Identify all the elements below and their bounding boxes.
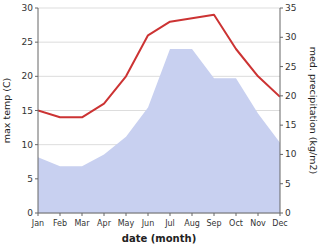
x-tick-label: Sep: [206, 219, 221, 228]
x-axis-label: date (month): [122, 233, 196, 244]
y-axis-label: max temp (C): [1, 78, 12, 144]
x-tick: [38, 213, 39, 216]
y-tick: [35, 42, 38, 43]
y2-tick: [280, 154, 283, 155]
x-tick-label: Aug: [184, 219, 200, 228]
x-tick-label: Apr: [97, 219, 112, 228]
y-tick: [35, 144, 38, 145]
x-tick-label: Mar: [74, 219, 90, 228]
x-axis-line: [38, 213, 280, 214]
y-tick: [35, 178, 38, 179]
y2-tick-label: 20: [285, 91, 297, 101]
x-tick: [60, 213, 61, 216]
x-tick-label: Oct: [229, 219, 243, 228]
y-tick-label: 25: [22, 37, 33, 47]
y-tick-label: 20: [22, 71, 34, 81]
x-tick-label: May: [118, 219, 135, 228]
x-tick-label: Nov: [250, 219, 266, 228]
y2-axis-label: med. precipitation (kg/m2): [308, 47, 318, 174]
y2-tick: [280, 66, 283, 67]
temperature-line: [38, 15, 280, 118]
y2-tick: [280, 37, 283, 38]
y2-tick-label: 35: [285, 3, 296, 13]
chart-container: 0 5 10 15 20 25 30 0 5 10 15 20 25 30 35 Jan Feb Mar Apr Ma…: [0, 0, 318, 247]
grid-line: [38, 213, 280, 214]
x-tick: [258, 213, 259, 216]
x-tick: [170, 213, 171, 216]
y-tick-label: 15: [22, 106, 33, 116]
x-tick: [280, 213, 281, 216]
y-tick-label: 30: [22, 3, 34, 13]
y2-tick-label: 30: [285, 32, 297, 42]
y2-tick: [280, 95, 283, 96]
y-tick-label: 5: [27, 174, 33, 184]
x-tick: [82, 213, 83, 216]
x-tick: [148, 213, 149, 216]
axes: [35, 8, 283, 216]
x-tick: [192, 213, 193, 216]
y2-tick-label: 25: [285, 62, 296, 72]
y2-tick-label: 5: [285, 179, 291, 189]
x-tick: [126, 213, 127, 216]
chart: 0 5 10 15 20 25 30 0 5 10 15 20 25 30 35 Jan Feb Mar Apr Ma…: [0, 0, 318, 247]
x-tick-label: Jul: [164, 219, 175, 228]
y2-tick: [280, 183, 283, 184]
y-tick: [35, 76, 38, 77]
x-tick-label: Dec: [272, 219, 287, 228]
y2-tick-label: 15: [285, 120, 296, 130]
x-tick: [214, 213, 215, 216]
x-tick: [236, 213, 237, 216]
y-tick-label: 10: [22, 140, 34, 150]
grid: [38, 8, 280, 213]
y2-tick: [280, 125, 283, 126]
grid-line: [38, 76, 280, 77]
x-tick-label: Jan: [31, 219, 44, 228]
y2-tick: [280, 8, 283, 9]
y2-tick-label: 10: [285, 149, 297, 159]
y2-tick-label: 0: [285, 208, 291, 218]
y-tick: [35, 8, 38, 9]
plot-area: [38, 15, 280, 213]
grid-line: [38, 42, 280, 43]
y-tick-label: 0: [27, 208, 33, 218]
y2-axis-line: [280, 8, 281, 213]
x-tick-label: Jun: [141, 219, 155, 228]
x-tick-label: Feb: [53, 219, 67, 228]
x-tick: [104, 213, 105, 216]
y-tick: [35, 110, 38, 111]
precipitation-area: [38, 49, 280, 213]
grid-line: [38, 8, 280, 9]
